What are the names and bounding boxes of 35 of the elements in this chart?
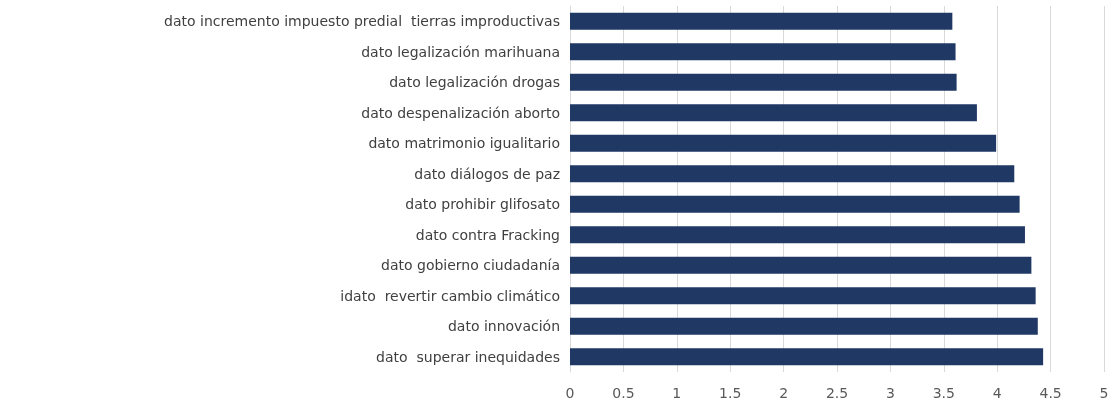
x-tick-label: 4.5 — [1039, 385, 1062, 401]
y-tick-label: dato contra Fracking — [415, 226, 560, 243]
y-tick-label: dato incremento impuesto predial tierras improductivas — [164, 13, 560, 30]
y-tick-label: dato despenalización aborto — [361, 104, 560, 121]
x-tick-label: 1 — [672, 385, 682, 401]
y-tick-label: dato prohibir glifosato — [405, 196, 560, 213]
bar — [570, 226, 1025, 244]
x-tick-label: 0 — [565, 385, 575, 401]
x-tick-label: 0.5 — [612, 385, 635, 401]
bar — [570, 43, 956, 61]
bar — [570, 195, 1020, 213]
bar — [570, 12, 953, 30]
bar — [570, 134, 997, 152]
bar — [570, 317, 1038, 335]
x-tick-label: 3.5 — [932, 385, 955, 401]
y-tick-label: idato revertir cambio climático — [340, 287, 560, 304]
x-tick-label: 1.5 — [719, 385, 742, 401]
bar — [570, 287, 1036, 305]
bar — [570, 165, 1015, 183]
y-tick-label: dato diálogos de paz — [414, 165, 560, 182]
x-tick-label: 2.5 — [825, 385, 849, 401]
x-tick-label: 3 — [885, 385, 895, 401]
x-tick-label: 2 — [779, 385, 789, 401]
y-tick-label: dato legalización drogas — [389, 74, 560, 91]
y-tick-label: dato superar inequidades — [376, 348, 560, 365]
y-tick-label: dato innovación — [447, 318, 560, 335]
bar — [570, 256, 1032, 274]
bar — [570, 73, 957, 91]
y-tick-label: dato matrimonio igualitario — [368, 135, 560, 152]
y-tick-label: dato legalización marihuana — [361, 43, 560, 60]
x-tick-label: 5 — [1099, 385, 1109, 401]
bar — [570, 348, 1044, 366]
bar — [570, 104, 977, 122]
x-tick-label: 4 — [992, 385, 1002, 401]
y-tick-label: dato gobierno ciudadanía — [381, 257, 560, 274]
